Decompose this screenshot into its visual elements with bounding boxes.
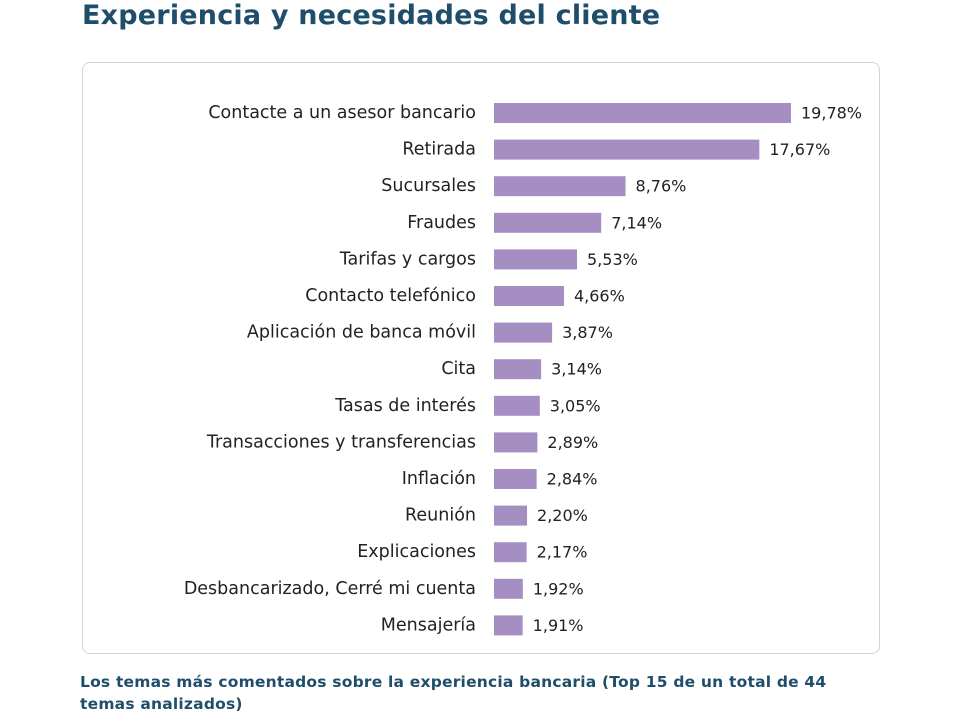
category-label: Contacte a un asesor bancario <box>208 103 476 123</box>
bar <box>494 432 538 453</box>
category-label: Aplicación de banca móvil <box>247 323 476 343</box>
category-label: Transacciones y transferencias <box>206 432 476 452</box>
value-label: 4,66% <box>574 287 625 306</box>
bar <box>494 322 553 343</box>
bar <box>494 395 540 416</box>
value-label: 1,92% <box>533 579 584 598</box>
bar <box>494 286 564 306</box>
category-label: Cita <box>441 359 476 379</box>
value-label: 3,14% <box>551 360 602 379</box>
chart-card <box>82 62 880 654</box>
value-label: 5,53% <box>587 250 638 269</box>
category-label: Desbancarizado, Cerré mi cuenta <box>184 579 476 599</box>
category-label: Inflación <box>402 469 476 489</box>
category-label: Tarifas y cargos <box>339 249 476 269</box>
value-label: 3,05% <box>550 396 601 415</box>
page-title: Experiencia y necesidades del cliente <box>82 0 661 31</box>
value-label: 2,20% <box>537 506 588 525</box>
category-label: Contacto telefónico <box>305 286 476 306</box>
bar <box>494 176 626 197</box>
value-label: 7,14% <box>611 213 662 232</box>
category-label: Tasas de interés <box>334 396 476 416</box>
bar <box>494 505 528 526</box>
value-label: 2,89% <box>547 433 598 452</box>
bar <box>494 139 760 160</box>
bar <box>494 359 542 380</box>
bar <box>494 212 602 233</box>
category-label: Fraudes <box>407 213 476 233</box>
value-label: 2,84% <box>547 470 598 489</box>
bar <box>494 542 527 563</box>
value-label: 1,91% <box>533 616 584 635</box>
category-label: Reunión <box>405 506 476 526</box>
bar <box>494 469 537 489</box>
value-label: 8,76% <box>636 177 687 196</box>
bar <box>494 615 523 636</box>
category-label: Retirada <box>402 140 476 160</box>
category-label: Sucursales <box>381 176 476 196</box>
bar <box>494 249 578 270</box>
value-label: 2,17% <box>537 543 588 562</box>
value-label: 3,87% <box>562 323 613 342</box>
chart-caption: Los temas más comentados sobre la experi… <box>80 673 827 713</box>
bar <box>494 578 523 599</box>
category-label: Explicaciones <box>357 542 476 562</box>
category-label: Mensajería <box>381 615 476 635</box>
value-label: 19,78% <box>801 104 862 123</box>
value-label: 17,67% <box>769 140 830 159</box>
bar <box>494 103 791 123</box>
